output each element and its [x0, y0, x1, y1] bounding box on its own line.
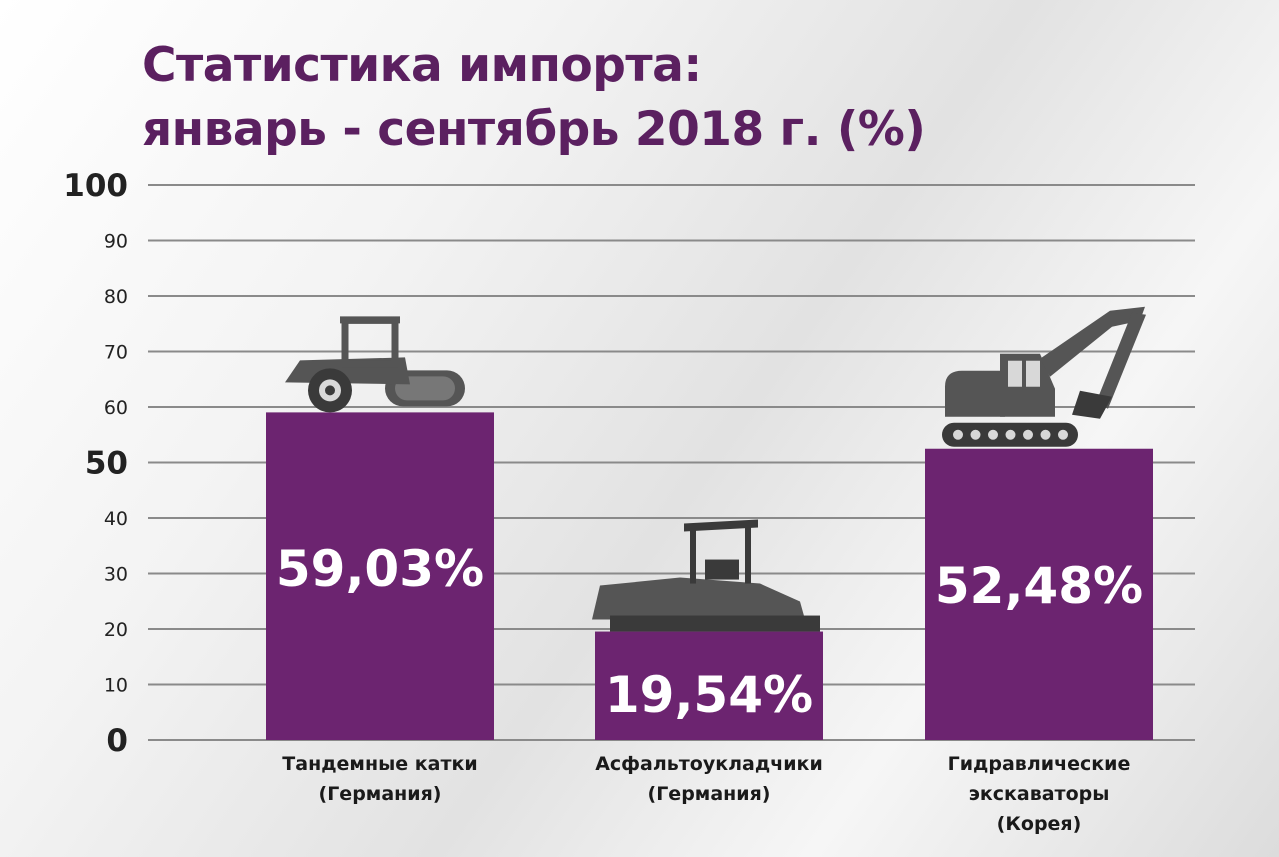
y-tick-label: 100: [63, 168, 128, 204]
y-tick-label: 70: [104, 342, 128, 364]
category-label: экскаваторы: [969, 783, 1110, 805]
category-label: (Германия): [648, 783, 771, 805]
y-tick-label: 30: [104, 564, 128, 586]
y-axis-ticks: 0 10 20 30 40 50 60 70 80 90 100: [63, 168, 128, 759]
category-label: (Германия): [319, 783, 442, 805]
value-label: 52,48%: [935, 557, 1143, 615]
y-tick-label: 0: [106, 723, 128, 759]
category-label: Тандемные катки: [282, 753, 477, 775]
chart-title-line-2: январь - сентябрь 2018 г. (%): [142, 102, 926, 157]
tandem-roller-icon: [285, 316, 465, 413]
value-labels: 59,03% 19,54% 52,48%: [276, 540, 1143, 724]
excavator-icon: [942, 306, 1146, 447]
y-tick-label: 80: [104, 286, 128, 308]
y-tick-label: 40: [104, 508, 128, 530]
asphalt-paver-icon: [592, 519, 820, 632]
value-label: 59,03%: [276, 540, 484, 598]
bars: [266, 412, 1153, 740]
bar: [595, 631, 823, 740]
chart-title: Статистика импорта: январь - сентябрь 20…: [142, 34, 926, 162]
y-tick-label: 10: [104, 675, 128, 697]
category-label: Асфальтоукладчики: [595, 753, 823, 775]
category-label: Гидравлические: [948, 753, 1131, 775]
y-tick-label: 20: [104, 619, 128, 641]
y-tick-label: 90: [104, 231, 128, 253]
y-tick-label: 50: [85, 446, 128, 482]
category-label: (Корея): [997, 813, 1082, 835]
value-label: 19,54%: [605, 666, 813, 724]
machine-icons: [285, 306, 1146, 632]
bar: [925, 448, 1153, 740]
y-tick-label: 60: [104, 397, 128, 419]
bar: [266, 412, 494, 740]
chart-title-line-1: Статистика импорта:: [142, 38, 702, 93]
category-labels: Тандемные катки (Германия) Асфальтоукладчи…: [282, 753, 1130, 835]
